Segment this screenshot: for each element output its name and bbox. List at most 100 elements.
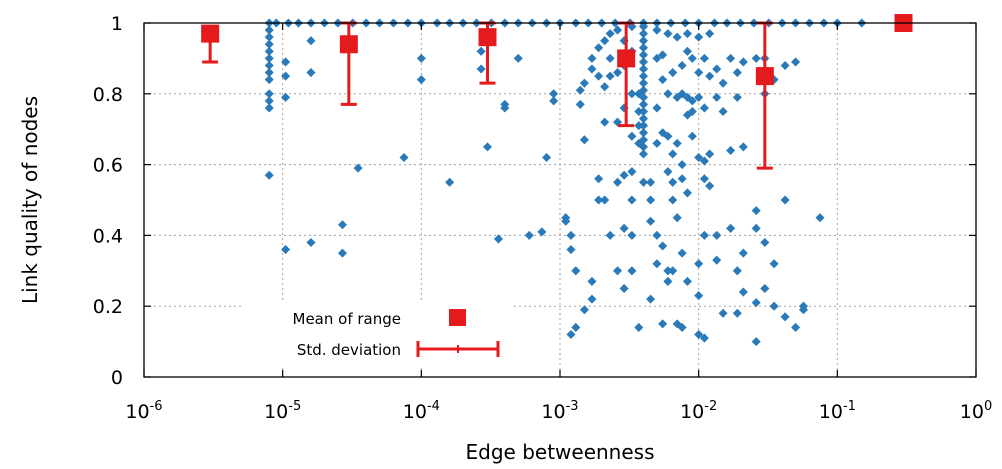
data-point [587, 294, 597, 304]
data-point [264, 96, 274, 106]
data-point [416, 75, 426, 85]
data-point [668, 149, 678, 159]
data-point [699, 174, 709, 184]
data-point [281, 92, 291, 102]
data-point [780, 312, 790, 322]
data-point [780, 195, 790, 205]
scatter-series [264, 18, 867, 347]
mean-marker [617, 49, 636, 68]
data-point [658, 75, 668, 85]
data-point [694, 259, 704, 269]
data-point [687, 53, 697, 63]
axis-ticks: 10-6 10-5 10-4 10-3 10-2 10-1 100 0 0.2 0.4 0.6 0.8… [93, 13, 992, 423]
data-point [699, 333, 709, 343]
data-point [663, 167, 673, 177]
data-point [634, 322, 644, 332]
data-point [726, 145, 736, 155]
y-tick-label: 0.4 [93, 225, 123, 247]
data-point [587, 276, 597, 286]
data-point [694, 68, 704, 78]
data-point [658, 319, 668, 329]
data-point [627, 230, 637, 240]
data-point [306, 36, 316, 46]
data-point [281, 245, 291, 255]
data-point [682, 276, 692, 286]
data-point [751, 53, 761, 63]
data-point [652, 25, 662, 35]
data-point [738, 57, 748, 67]
data-point [705, 149, 715, 159]
data-point [337, 220, 348, 230]
data-point [476, 64, 486, 74]
y-tick-label: 0.2 [93, 296, 123, 318]
data-point [732, 266, 742, 276]
data-point [682, 29, 692, 39]
legend-marker-std [416, 341, 500, 357]
data-point [732, 68, 742, 78]
data-point [264, 68, 274, 78]
legend: Mean of range Std. deviation [244, 303, 512, 365]
data-point [579, 78, 589, 88]
data-point [566, 245, 576, 255]
data-point [575, 85, 585, 95]
data-point [605, 230, 615, 240]
data-point [699, 156, 709, 166]
data-point [627, 89, 637, 99]
data-point [760, 237, 770, 248]
mean-marker [478, 28, 497, 47]
data-point [619, 283, 629, 294]
data-point [677, 248, 687, 258]
data-point [264, 103, 274, 113]
data-point [524, 230, 534, 240]
data-point [587, 53, 597, 63]
data-point [613, 25, 623, 35]
data-point [726, 53, 736, 63]
x-tick-label: 10-6 [125, 399, 162, 423]
data-point [663, 266, 673, 276]
data-point [672, 213, 682, 223]
data-point [663, 276, 673, 286]
data-point [646, 177, 656, 187]
data-point [500, 103, 510, 113]
data-point [663, 89, 673, 99]
x-axis-title: Edge betweenness [466, 440, 655, 464]
data-point [694, 291, 704, 301]
data-point [600, 117, 610, 127]
data-point [619, 223, 629, 233]
data-point [627, 167, 637, 177]
data-point [732, 308, 742, 318]
data-point [594, 195, 604, 205]
data-point [605, 29, 615, 39]
data-point [594, 174, 604, 184]
data-point [600, 82, 610, 92]
data-point [638, 149, 649, 159]
data-point [726, 223, 736, 233]
data-point [605, 71, 615, 81]
x-tick-label: 10-1 [819, 399, 856, 423]
data-point [281, 71, 291, 81]
data-point [769, 259, 779, 269]
legend-label-mean: Mean of range [293, 310, 401, 328]
data-point [791, 322, 801, 332]
data-point [791, 57, 801, 67]
data-point [751, 223, 761, 233]
x-tick-label: 100 [960, 399, 992, 423]
data-point [619, 170, 629, 180]
data-point [646, 294, 656, 304]
mean-marker [339, 35, 358, 54]
data-point [682, 188, 692, 198]
data-point [594, 71, 604, 81]
x-tick-label: 10-5 [264, 399, 301, 423]
data-point [738, 142, 748, 152]
data-point [613, 266, 623, 276]
data-point [682, 46, 692, 56]
data-point [613, 68, 623, 78]
data-point [769, 301, 779, 311]
data-point [694, 32, 704, 42]
data-point [600, 36, 610, 46]
data-point [668, 68, 678, 78]
data-point [579, 135, 589, 145]
data-point [694, 329, 704, 340]
data-point [627, 131, 637, 141]
